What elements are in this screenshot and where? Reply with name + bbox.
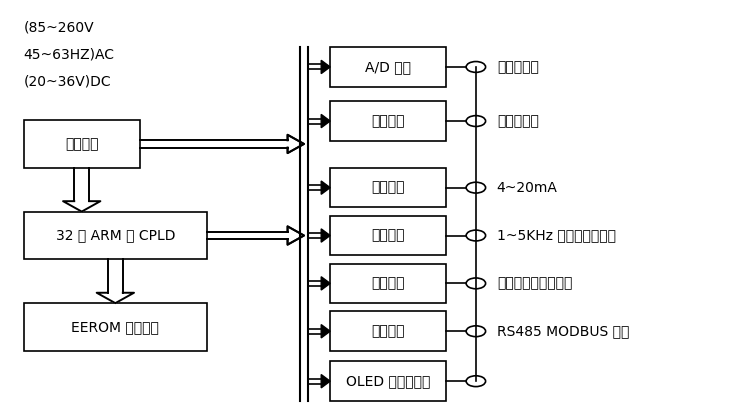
Text: (85~260V: (85~260V — [24, 20, 94, 34]
Text: 脉冲输出: 脉冲输出 — [371, 228, 405, 243]
Bar — [330, 47, 446, 87]
Polygon shape — [321, 325, 330, 338]
Circle shape — [466, 278, 485, 289]
Text: 4~20mA: 4~20mA — [496, 181, 558, 195]
Text: 上下限无源报警输出: 上下限无源报警输出 — [496, 277, 572, 290]
Text: RS485 MODBUS 协议: RS485 MODBUS 协议 — [496, 324, 629, 338]
Polygon shape — [321, 181, 330, 194]
Bar — [330, 362, 446, 401]
Text: 传感器电极: 传感器电极 — [496, 60, 538, 74]
Polygon shape — [63, 201, 100, 212]
Text: EEROM 参数存储: EEROM 参数存储 — [71, 320, 159, 334]
Text: A/D 转换: A/D 转换 — [365, 60, 411, 74]
Polygon shape — [321, 60, 330, 74]
Bar — [330, 101, 446, 141]
Circle shape — [466, 326, 485, 336]
Bar — [24, 212, 207, 259]
Circle shape — [466, 182, 485, 193]
Bar — [330, 168, 446, 207]
Polygon shape — [321, 277, 330, 290]
Circle shape — [466, 230, 485, 241]
Polygon shape — [321, 375, 330, 388]
Polygon shape — [321, 114, 330, 128]
Polygon shape — [287, 226, 304, 245]
Bar — [24, 303, 207, 351]
Text: 励磁电路: 励磁电路 — [371, 114, 405, 128]
Bar — [330, 216, 446, 255]
Circle shape — [466, 376, 485, 387]
Polygon shape — [287, 135, 304, 153]
Text: 开关电源: 开关电源 — [65, 137, 98, 151]
Text: OLED 显示和键盘: OLED 显示和键盘 — [346, 374, 430, 388]
Circle shape — [466, 62, 485, 72]
Circle shape — [466, 116, 485, 127]
Polygon shape — [97, 293, 134, 303]
Text: 45~63HZ)AC: 45~63HZ)AC — [24, 47, 115, 61]
Text: 32 位 ARM 和 CPLD: 32 位 ARM 和 CPLD — [56, 228, 175, 243]
Bar — [330, 311, 446, 351]
Text: (20~36V)DC: (20~36V)DC — [24, 74, 112, 88]
Text: 传感器线圈: 传感器线圈 — [496, 114, 538, 128]
Text: 1~5KHz 频率或脉冲输出: 1~5KHz 频率或脉冲输出 — [496, 228, 616, 243]
Polygon shape — [321, 229, 330, 242]
Text: 通信输出: 通信输出 — [371, 324, 405, 338]
Text: 电流输出: 电流输出 — [371, 181, 405, 195]
Text: 报警输出: 报警输出 — [371, 277, 405, 290]
Bar — [24, 120, 140, 168]
Bar — [330, 264, 446, 303]
